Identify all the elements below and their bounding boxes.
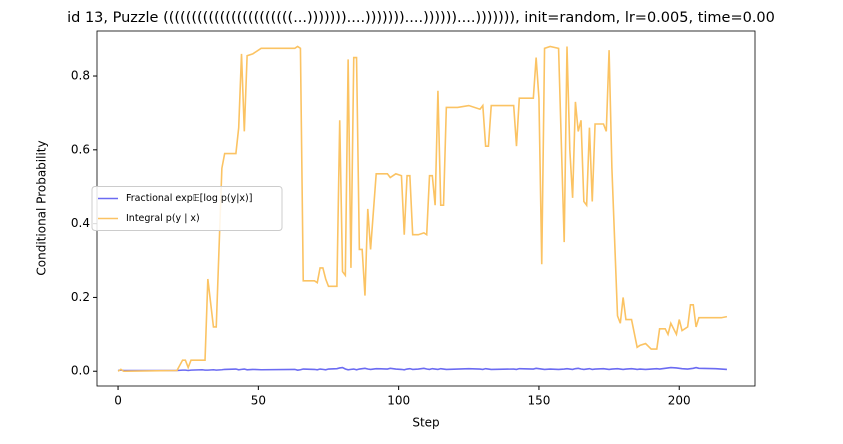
legend: Fractional exp𝔼[log p(y|x)] Integral p(y … xyxy=(91,186,283,231)
line-series xyxy=(117,45,728,373)
y-axis-label: Conditional Probability xyxy=(35,140,49,275)
y-tick-label: 0.2 xyxy=(71,290,90,304)
legend-label: Integral p(y | x) xyxy=(126,213,200,224)
y-tick-label: 0.8 xyxy=(71,69,90,83)
legend-label: Fractional exp𝔼[log p(y|x)] xyxy=(126,193,252,204)
y-tick-label: 0.6 xyxy=(71,142,90,156)
x-tick-label: 100 xyxy=(387,394,410,408)
legend-box xyxy=(91,186,283,231)
chart-title: id 13, Puzzle (((((((((((((((((((((((...… xyxy=(67,10,775,26)
y-tick-label: 0.4 xyxy=(71,216,90,230)
x-tick-label: 150 xyxy=(527,394,550,408)
y-tick-label: 0.0 xyxy=(71,364,90,378)
line-series xyxy=(117,366,727,372)
x-axis-label: Step xyxy=(412,416,439,430)
x-tick-label: 0 xyxy=(114,394,122,408)
x-tick-label: 50 xyxy=(251,394,266,408)
x-tick-label: 200 xyxy=(668,394,691,408)
